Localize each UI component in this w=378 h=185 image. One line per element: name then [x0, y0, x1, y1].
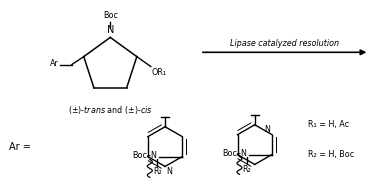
Text: R₂: R₂ — [243, 165, 251, 174]
Text: Boc–N: Boc–N — [133, 151, 157, 160]
Text: Ar: Ar — [50, 59, 59, 68]
Text: R₂ = H, Boc: R₂ = H, Boc — [308, 150, 354, 159]
Text: OR₁: OR₁ — [152, 68, 167, 77]
Text: Boc: Boc — [103, 11, 118, 20]
Text: Lipase catalyzed resolution: Lipase catalyzed resolution — [230, 39, 339, 48]
Text: Boc–N: Boc–N — [222, 149, 247, 158]
Text: N: N — [107, 25, 114, 36]
Text: N: N — [166, 167, 172, 176]
Text: Ar =: Ar = — [9, 142, 31, 152]
Text: R₂: R₂ — [153, 167, 162, 176]
Text: ($\pm$)-$\it{trans}$ and ($\pm$)-$\it{cis}$: ($\pm$)-$\it{trans}$ and ($\pm$)-$\it{ci… — [68, 104, 153, 116]
Text: R₁ = H, Ac: R₁ = H, Ac — [308, 120, 349, 129]
Text: N: N — [264, 125, 270, 134]
